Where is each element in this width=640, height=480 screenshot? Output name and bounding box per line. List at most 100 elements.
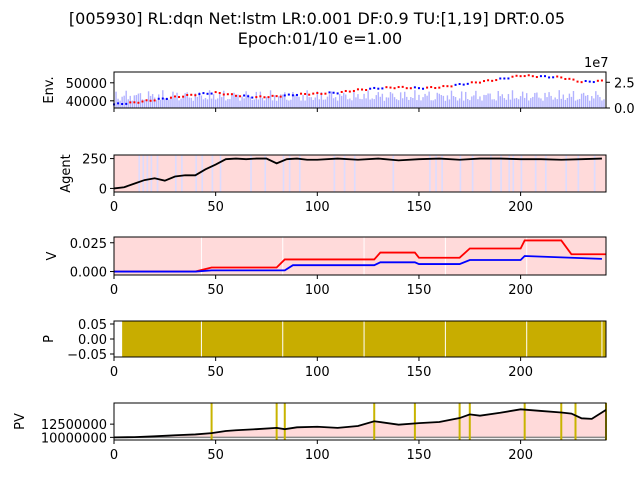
env-volume-bar [452,96,455,108]
env-volume-bar [271,100,274,108]
env-price-marker [556,75,559,78]
p-xtick-label: 150 [407,365,432,380]
env-price-marker [117,102,120,105]
env-price-marker [165,97,168,100]
env-price-marker [365,88,368,91]
env-volume-bar [247,94,249,108]
pv-ytick-label: 12500000 [41,418,107,433]
env-volume-bar [233,92,235,108]
env-price-marker [503,77,506,80]
env-volume-bar [432,100,434,108]
env-volume-bar [595,91,597,108]
env-volume-bar [269,90,272,108]
env-volume-bar [397,100,400,108]
env-price-marker [515,74,518,77]
env-volume-bar [422,97,424,108]
env-volume-bar [308,97,310,108]
env-volume-bar [517,99,520,108]
env-volume-bar [538,97,540,108]
env-volume-bar [196,96,199,108]
env-volume-bar [310,97,312,108]
env-volume-bar [316,91,319,108]
env-volume-bar [493,99,495,108]
env-volume-bar [243,98,245,108]
env-volume-bar [428,91,430,108]
env-volume-bar [182,97,184,108]
env-price-marker [255,96,258,99]
v-xtick-label: 0 [110,283,118,298]
agent-xtick-label: 150 [407,200,432,215]
env-price-marker [271,94,274,97]
env-price-marker [222,93,225,96]
env-volume-bar [306,90,308,108]
agent-buy-band [146,155,149,192]
p-ytick-label: 0.05 [78,318,107,333]
env-price-marker [385,86,388,89]
env-volume-bar [139,93,142,108]
env-price-marker [198,93,201,96]
env-volume-bar [371,98,373,108]
env-volume-bar [349,98,351,108]
subplot-agent: 0 250 0 50 100 150 200 Agent [59,153,607,215]
env-volume-bar [198,92,201,108]
agent-buy-band [195,155,197,192]
env-price-marker [564,77,567,80]
env-volume-bar [229,99,231,108]
env-volume-bar [361,99,363,108]
env-volume-bar [465,91,467,108]
env-volume-bar [353,90,355,108]
env-volume-bar [206,99,209,108]
env-volume-bar [292,91,294,108]
env-volume-bar [125,90,127,108]
env-price-marker [125,102,128,105]
env-price-marker [361,88,364,91]
subplot-env: 0.0 2.5 1e7 40000 50000 Env. [42,56,635,117]
env-price-marker [377,87,380,90]
agent-ylabel: Agent [59,154,74,192]
env-price-marker [173,95,176,98]
env-price-marker [190,93,193,96]
env-price-marker [458,83,461,86]
env-volume-bar [263,100,266,108]
env-volume-bar [479,96,481,108]
env-price-marker [202,92,205,95]
env-price-marker [316,91,319,94]
agent-buy-band [174,155,177,192]
env-volume-bar [131,100,133,108]
env-volume-bar [286,99,288,108]
env-secondary-tick-label: 0.0 [614,102,635,117]
env-volume-bar [576,99,579,108]
p-xtick-label: 50 [207,365,224,380]
env-volume-bar [395,99,398,108]
env-price-marker [348,90,351,93]
env-volume-bar [511,90,514,108]
env-volume-bar [345,94,347,108]
env-volume-bar [304,100,306,108]
env-volume-bar [412,97,414,108]
env-volume-bar [253,99,255,108]
env-volume-bar [121,96,123,108]
env-volume-bar [513,98,516,108]
env-price-marker [369,87,372,90]
env-price-marker [483,80,486,83]
env-volume-bar [231,94,233,108]
env-volume-bar [548,92,550,108]
env-volume-bar [534,92,536,108]
env-volume-bar [483,94,485,108]
v-xtick-label: 150 [407,283,432,298]
env-volume-bar [249,96,251,108]
env-price-marker [308,93,311,96]
env-price-marker [153,99,156,102]
env-volume-bar [328,94,331,108]
env-volume-bar [375,95,377,108]
v-ylabel: V [45,251,60,260]
env-volume-bar [420,100,422,108]
env-volume-bar [223,90,225,108]
env-price-marker [157,97,160,100]
env-price-marker [434,87,437,90]
env-volume-bar [580,93,583,108]
env-price-marker [499,77,502,80]
env-volume-bar [485,95,487,108]
env-volume-bar [302,94,304,108]
pv-xtick-label: 50 [207,448,224,463]
